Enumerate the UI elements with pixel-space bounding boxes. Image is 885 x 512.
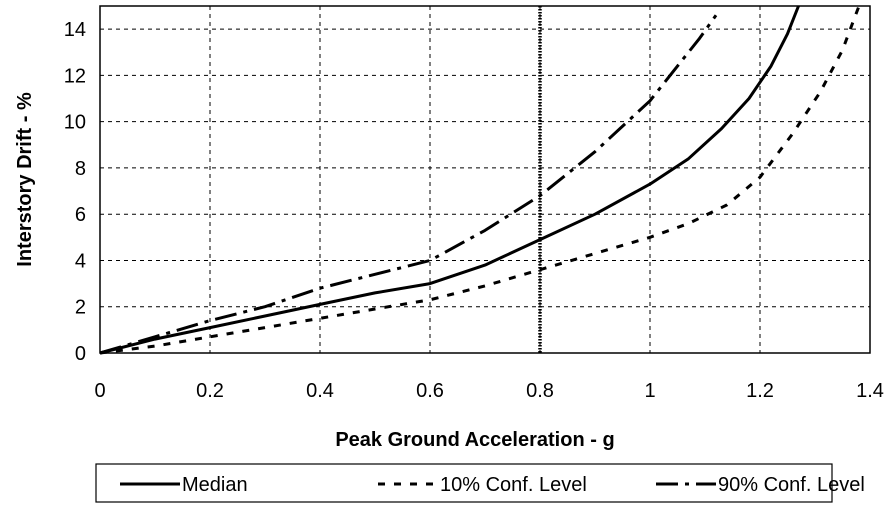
x-tick-label: 0.8 <box>526 380 554 402</box>
x-tick-label: 0.2 <box>196 380 224 402</box>
y-tick-label: 6 <box>75 204 86 226</box>
y-tick-label: 4 <box>75 250 86 272</box>
y-tick-label: 8 <box>75 158 86 180</box>
x-axis-ticks: 0 0.2 0.4 0.6 0.8 1 1.2 1.4 <box>94 380 883 402</box>
grid <box>100 6 870 353</box>
legend-label: Median <box>182 474 248 496</box>
legend: Median 10% Conf. Level 90% Conf. Level <box>95 463 865 503</box>
y-tick-label: 14 <box>64 19 86 41</box>
y-tick-label: 10 <box>64 112 86 134</box>
series-line-1 <box>99 5 800 355</box>
plot-frame <box>99 5 871 354</box>
series-group <box>99 5 861 355</box>
legend-label: 10% Conf. Level <box>440 474 587 496</box>
legend-label: 90% Conf. Level <box>718 474 865 496</box>
y-axis-ticks: 0 2 4 6 8 10 12 14 <box>64 19 86 365</box>
series-line-2 <box>99 5 861 355</box>
x-tick-label: 1.4 <box>856 380 884 402</box>
x-tick-label: 1 <box>644 380 655 402</box>
x-tick-label: 0.4 <box>306 380 334 402</box>
y-axis-title: Interstory Drift - % <box>14 92 36 267</box>
x-tick-label: 0.6 <box>416 380 444 402</box>
x-tick-label: 1.2 <box>746 380 774 402</box>
series-line-3 <box>99 14 718 355</box>
y-tick-label: 12 <box>64 65 86 87</box>
y-tick-label: 2 <box>75 297 86 319</box>
x-axis-title: Peak Ground Acceleration - g <box>335 429 614 451</box>
y-tick-label: 0 <box>75 343 86 365</box>
x-tick-label: 0 <box>94 380 105 402</box>
